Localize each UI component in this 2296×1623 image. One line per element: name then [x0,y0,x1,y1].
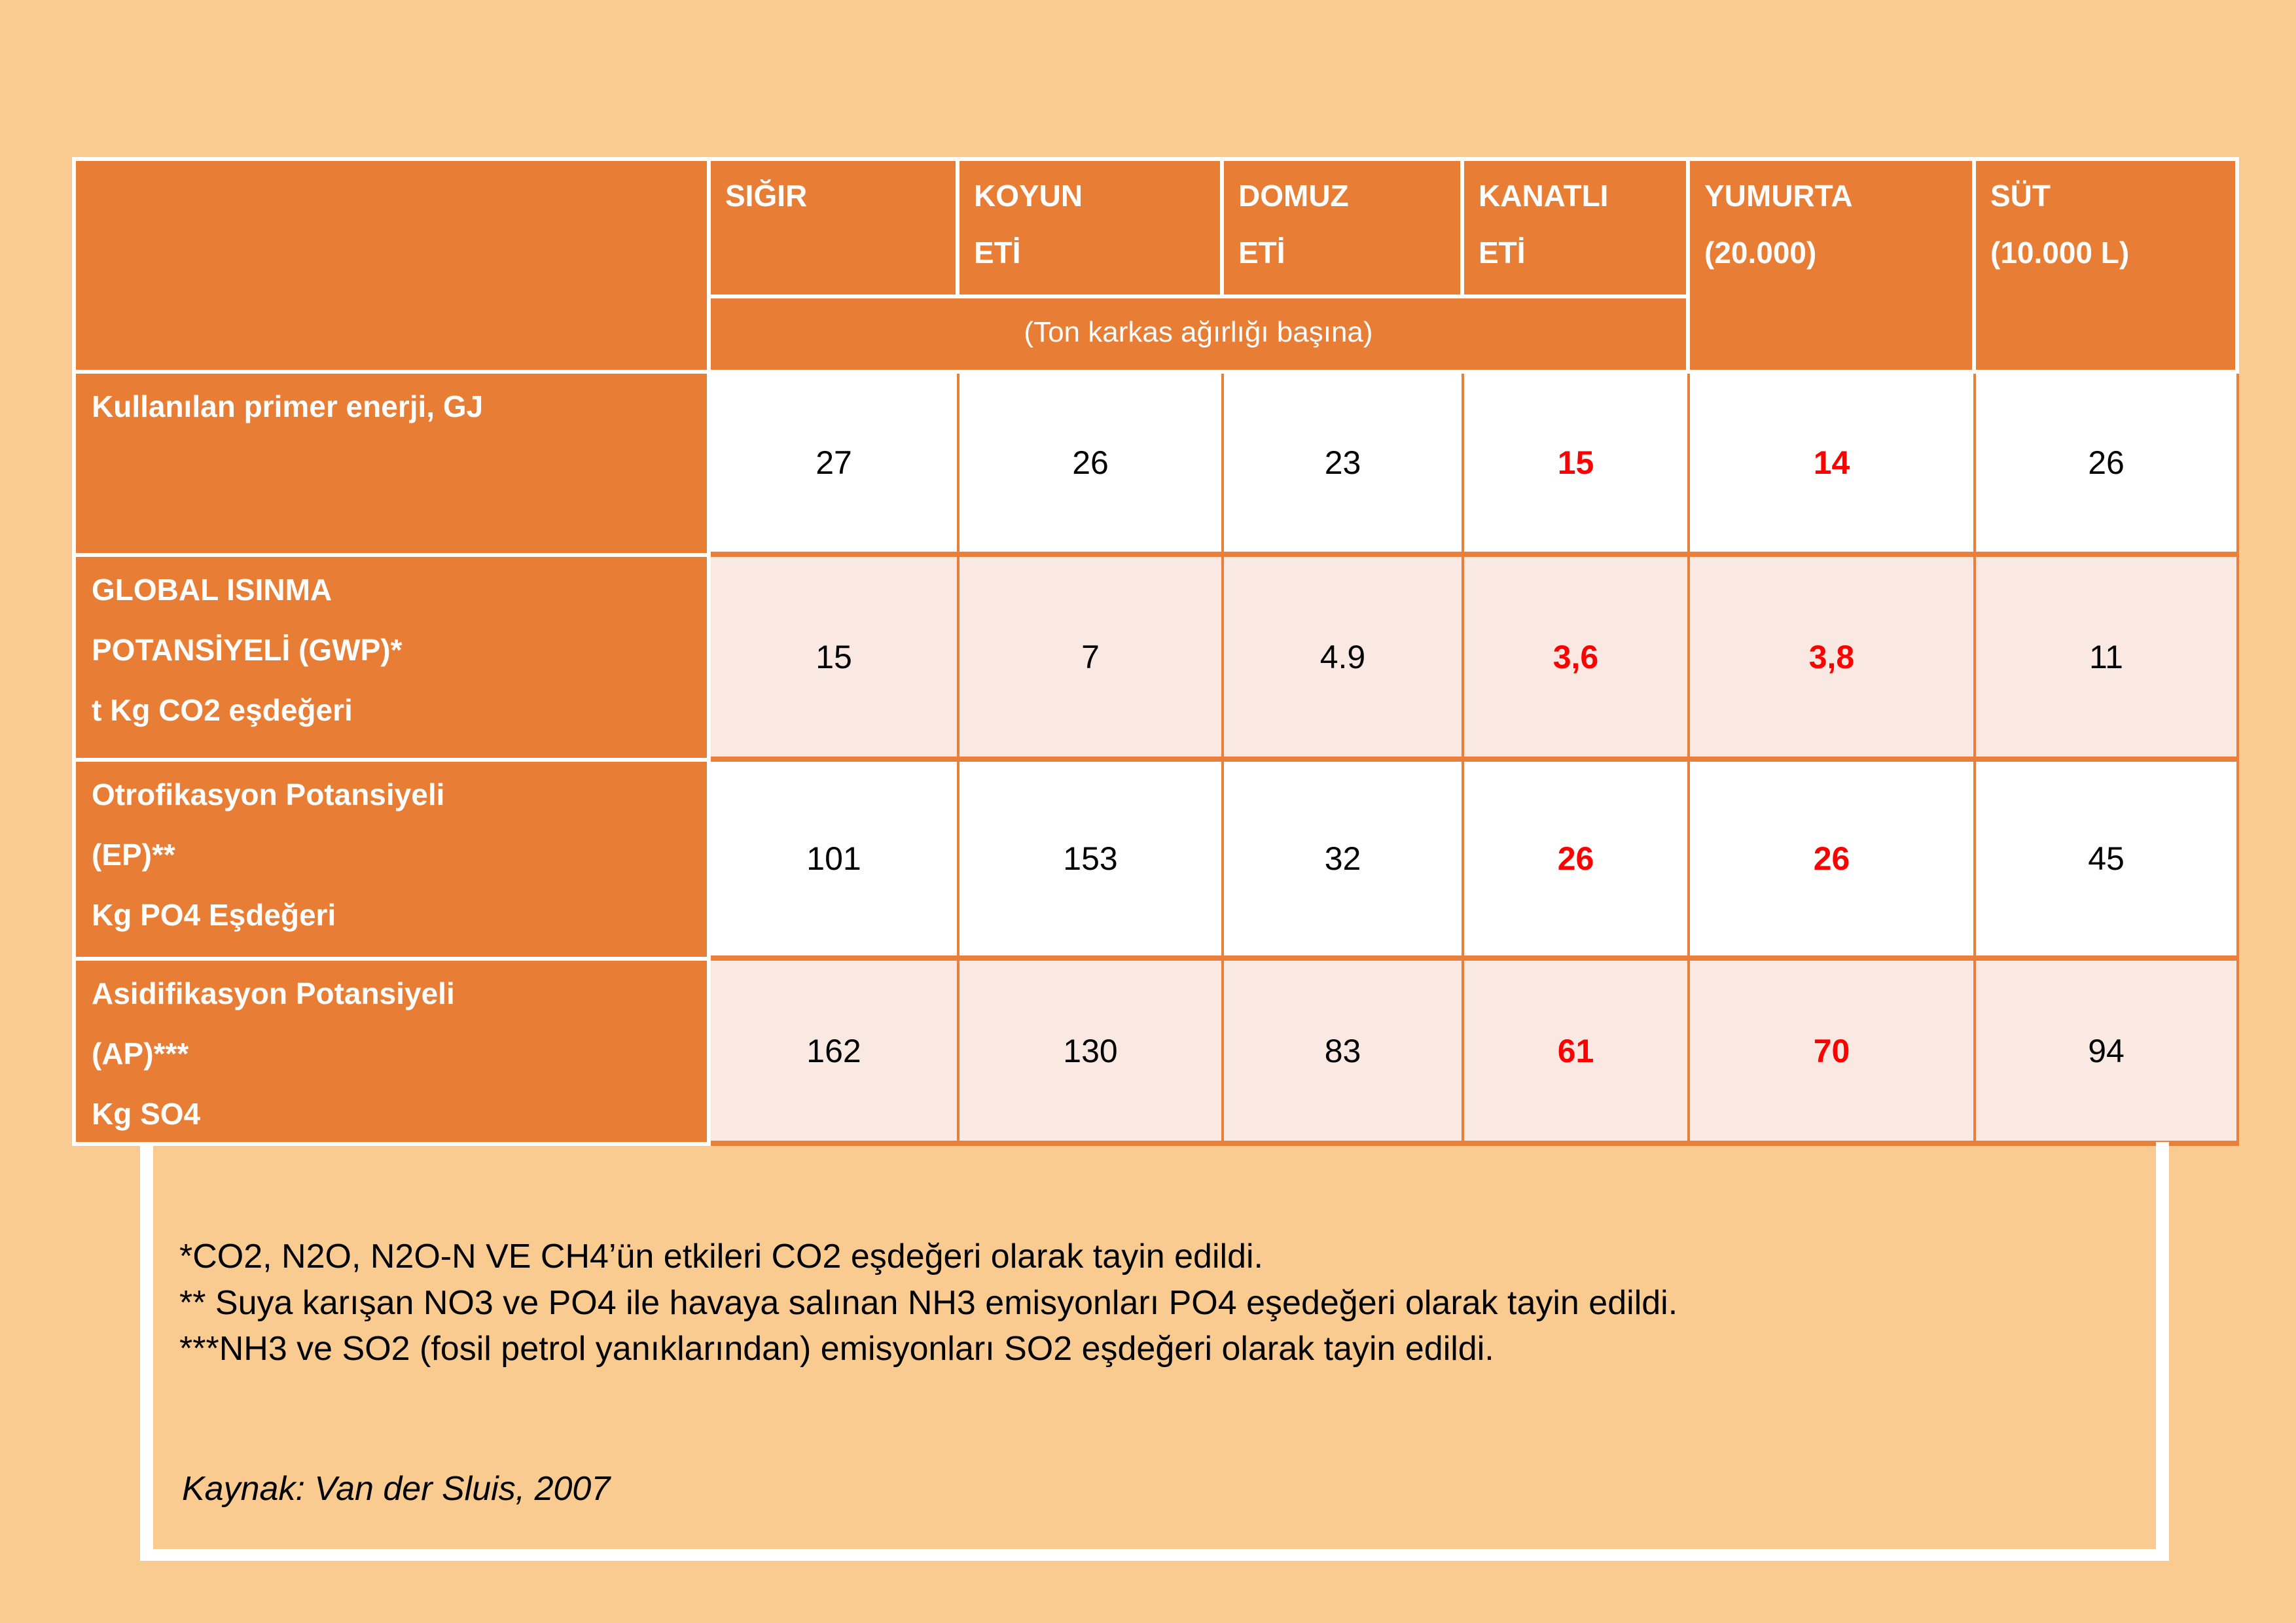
source-citation: Kaynak: Van der Sluis, 2007 [182,1470,611,1508]
table-corner-cell [76,161,711,374]
value-cell: 130 [960,961,1224,1146]
value-cell-highlight: 26 [1690,762,1976,961]
footnote-box: *CO2, N2O, N2O-N VE CH4’ün etkileri CO2 … [140,1142,2169,1561]
row-label-ap: Asidifikasyon Potansiyeli (AP)*** Kg SO4 [76,961,711,1146]
value-cell: 101 [711,762,960,961]
value-cell: 11 [1976,557,2239,762]
value-cell-highlight: 26 [1464,762,1690,961]
footnote-text: *CO2, N2O, N2O-N VE CH4’ün etkileri CO2 … [179,1238,1678,1368]
row-label-gwp: GLOBAL ISINMA POTANSİYELİ (GWP)* t Kg CO… [76,557,711,762]
value-cell-highlight: 61 [1464,961,1690,1146]
value-cell: 26 [960,374,1224,557]
row-label-primer-enerji: Kullanılan primer enerji, GJ [76,374,711,557]
value-cell-highlight: 15 [1464,374,1690,557]
column-header-kanatli-eti: KANATLI ETİ [1464,161,1690,298]
value-cell: 45 [1976,762,2239,961]
subheader-ton-karkas: (Ton karkas ağırlığı başına) [711,298,1690,374]
column-header-yumurta: YUMURTA (20.000) [1690,161,1976,374]
column-header-domuz-eti: DOMUZ ETİ [1224,161,1464,298]
value-cell: 15 [711,557,960,762]
value-cell: 7 [960,557,1224,762]
column-header-sut: SÜT (10.000 L) [1976,161,2239,374]
column-header-koyun-eti: KOYUN ETİ [960,161,1224,298]
row-label-ep: Otrofikasyon Potansiyeli (EP)** Kg PO4 E… [76,762,711,961]
value-cell: 4.9 [1224,557,1464,762]
value-cell: 83 [1224,961,1464,1146]
value-cell-highlight: 70 [1690,961,1976,1146]
value-cell: 26 [1976,374,2239,557]
value-cell: 153 [960,762,1224,961]
value-cell-highlight: 14 [1690,374,1976,557]
value-cell-highlight: 3,8 [1690,557,1976,762]
value-cell: 162 [711,961,960,1146]
value-cell: 23 [1224,374,1464,557]
value-cell: 27 [711,374,960,557]
value-cell: 32 [1224,762,1464,961]
column-header-sigir: SIĞIR [711,161,960,298]
value-cell-highlight: 3,6 [1464,557,1690,762]
value-cell: 94 [1976,961,2239,1146]
environmental-impact-table: SIĞIR KOYUN ETİ DOMUZ ETİ KANATLI ETİ YU… [72,157,2239,1146]
